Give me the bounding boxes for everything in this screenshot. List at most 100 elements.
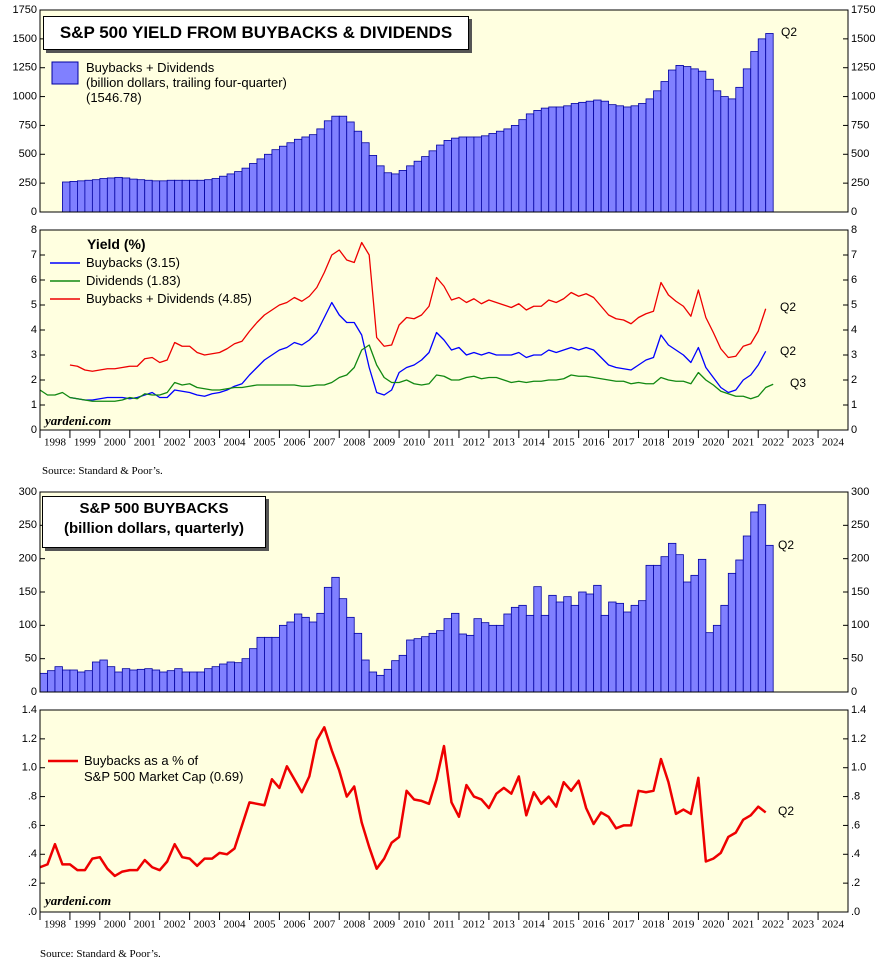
x-tick-label: 2024 — [822, 437, 845, 449]
bar — [166, 670, 176, 693]
bar — [77, 671, 86, 693]
source: Source: Standard & Poor’s. — [42, 465, 163, 477]
bar — [727, 98, 737, 213]
bar — [114, 671, 123, 693]
y-tick-label: .0 — [851, 906, 860, 918]
bar — [174, 668, 183, 693]
bar — [226, 661, 235, 693]
bar — [712, 90, 722, 213]
x-tick-label: 2006 — [283, 919, 306, 931]
annotation: Q2 — [780, 344, 796, 358]
x-tick-label: 2001 — [134, 919, 156, 931]
y-tick-label: 2 — [851, 374, 857, 386]
bar — [653, 90, 662, 213]
x-tick-label: 2000 — [104, 437, 127, 449]
bar — [473, 618, 482, 693]
bar — [623, 106, 632, 213]
bar — [518, 604, 527, 693]
bar — [151, 669, 161, 693]
x-tick-label: 2013 — [493, 437, 516, 449]
x-tick-label: 2004 — [224, 919, 247, 931]
x-tick-label: 2016 — [583, 919, 606, 931]
y-tick-label: 2 — [31, 374, 37, 386]
bar — [316, 612, 325, 693]
y-tick-label: 1000 — [13, 90, 37, 102]
y-tick-label: .6 — [28, 819, 37, 831]
bar — [159, 180, 168, 213]
x-tick-label: 2013 — [493, 919, 516, 931]
y-tick-label: 3 — [851, 349, 857, 361]
bar — [99, 178, 108, 213]
bar — [466, 136, 475, 213]
bar — [219, 663, 228, 693]
bar — [323, 120, 333, 213]
bar — [174, 179, 183, 213]
bar — [323, 586, 333, 693]
bar — [578, 591, 587, 693]
bar — [742, 535, 752, 693]
x-tick-label: 2023 — [792, 919, 815, 931]
bar — [473, 136, 482, 213]
bar — [705, 78, 714, 213]
bar — [338, 598, 348, 693]
x-tick-label: 2005 — [253, 919, 276, 931]
bar — [308, 621, 318, 693]
bar — [166, 179, 176, 213]
bar — [279, 624, 288, 693]
bar — [608, 104, 617, 213]
bar — [630, 105, 639, 213]
bar — [720, 604, 729, 693]
x-tick-label: 2024 — [822, 919, 845, 931]
x-tick-label: 2007 — [313, 919, 336, 931]
annotation: Q2 — [780, 300, 796, 314]
bar — [653, 564, 662, 693]
bar — [249, 648, 258, 693]
bar — [368, 155, 378, 213]
bar — [495, 624, 505, 693]
bar — [286, 142, 295, 213]
bar — [413, 638, 422, 693]
bar — [623, 611, 632, 693]
bar — [234, 662, 243, 693]
bar — [234, 171, 243, 213]
x-tick-label: 2016 — [583, 437, 606, 449]
plot-background — [40, 710, 848, 912]
bar — [91, 661, 101, 693]
x-tick-label: 2001 — [134, 437, 156, 449]
legend-label: Buybacks + Dividends (billion dollars, t… — [86, 60, 287, 105]
bar — [451, 137, 460, 213]
bar — [600, 100, 609, 213]
bar — [62, 669, 71, 693]
bar — [331, 115, 340, 213]
bar — [540, 107, 550, 213]
plot-background — [40, 230, 848, 430]
bar — [226, 173, 235, 213]
bar — [99, 659, 108, 693]
x-tick-label: 2018 — [642, 919, 665, 931]
bar — [481, 622, 490, 693]
bar — [301, 136, 310, 213]
bar — [114, 176, 123, 213]
annotation: Q2 — [778, 538, 794, 552]
x-tick-label: 2019 — [672, 437, 695, 449]
bar — [144, 179, 153, 213]
bar — [675, 65, 684, 213]
y-tick-label: .0 — [28, 906, 37, 918]
annotation: Q2 — [778, 804, 794, 818]
y-tick-label: 1000 — [851, 90, 875, 102]
y-tick-label: 750 — [19, 119, 37, 131]
bar — [615, 105, 624, 213]
bar — [645, 98, 654, 213]
x-tick-label: 2008 — [343, 437, 366, 449]
x-tick-label: 2014 — [523, 919, 546, 931]
bar — [735, 86, 744, 213]
y-tick-label: .6 — [851, 819, 860, 831]
bar — [443, 618, 452, 693]
x-tick-label: 2009 — [373, 437, 396, 449]
x-tick-label: 2008 — [343, 919, 366, 931]
bar — [204, 179, 213, 213]
bar — [757, 504, 767, 693]
bar — [121, 177, 131, 213]
bar — [391, 660, 400, 693]
